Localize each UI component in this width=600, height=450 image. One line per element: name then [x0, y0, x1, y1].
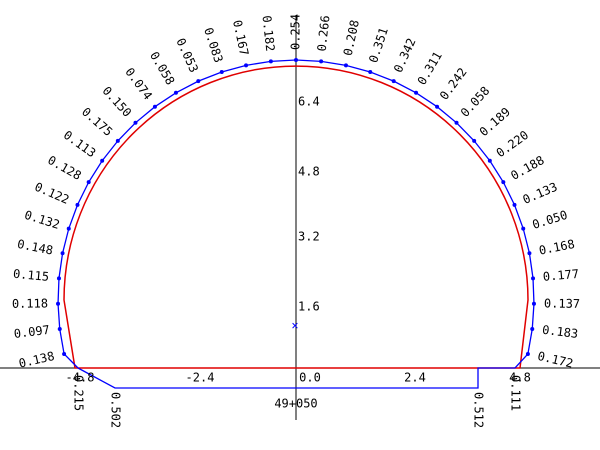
y-axis-label: 4.8: [298, 165, 320, 179]
deviation-label: 0.167: [230, 19, 251, 57]
measured-profile: [57, 59, 535, 389]
bottom-label: 0.215: [72, 375, 86, 411]
deviation-label: 0.177: [542, 267, 579, 284]
deviation-label: 0.128: [45, 153, 83, 183]
deviation-label: 0.182: [260, 15, 278, 52]
x-axis-label: 4.8: [509, 371, 531, 385]
bottom-label: 0.502: [109, 392, 123, 428]
deviation-label: 0.083: [201, 26, 226, 65]
deviation-label: 0.118: [12, 296, 48, 311]
deviation-label: 0.351: [366, 26, 391, 65]
deviation-label: 0.168: [538, 237, 576, 258]
bottom-label: 0.512: [472, 392, 486, 428]
deviation-label: 0.122: [33, 180, 72, 207]
y-axis-label: 3.2: [298, 230, 320, 244]
deviation-label: 0.342: [391, 36, 419, 75]
deviation-label: 0.220: [494, 128, 532, 160]
station-label: 49+050: [274, 397, 317, 411]
deviation-label: 0.183: [541, 323, 579, 341]
deviation-label: 0.150: [100, 84, 135, 120]
y-axis-label: 6.4: [298, 95, 320, 109]
deviation-label: 0.266: [315, 15, 333, 52]
x-axis-label: -4.8: [66, 371, 95, 385]
deviation-label: 0.133: [521, 180, 560, 207]
deviation-label: 0.242: [437, 65, 470, 102]
deviation-label: 0.175: [79, 105, 115, 139]
y-axis-label: 1.6: [298, 300, 320, 314]
deviation-label: 0.132: [23, 208, 62, 232]
deviation-label: 0.097: [13, 323, 51, 341]
deviation-label: 0.148: [16, 237, 54, 258]
deviation-label: 0.050: [531, 208, 570, 232]
x-axis-label: 2.4: [404, 371, 426, 385]
deviation-label: 0.113: [61, 128, 99, 160]
design-profile: [63, 65, 529, 369]
deviation-label: 0.074: [122, 65, 155, 102]
deviation-label: 0.189: [477, 105, 513, 139]
deviation-label: 0.172: [536, 349, 574, 371]
bottom-label: 0.111: [509, 375, 523, 411]
center-mark: ×: [291, 319, 298, 333]
deviation-label: 0.254: [289, 14, 303, 50]
deviation-label: 0.138: [17, 349, 55, 371]
deviation-label: 0.188: [508, 153, 546, 183]
deviation-label: 0.053: [173, 36, 201, 75]
x-axis-label: -2.4: [186, 371, 215, 385]
deviation-label: 0.137: [544, 296, 580, 311]
deviation-label: 0.208: [341, 19, 362, 57]
deviation-label: 0.115: [12, 267, 49, 284]
deviation-label: 0.058: [147, 49, 177, 87]
deviation-label: 0.058: [458, 84, 493, 120]
x-axis-label: 0.0: [299, 371, 321, 385]
deviation-label: 0.311: [415, 49, 445, 87]
